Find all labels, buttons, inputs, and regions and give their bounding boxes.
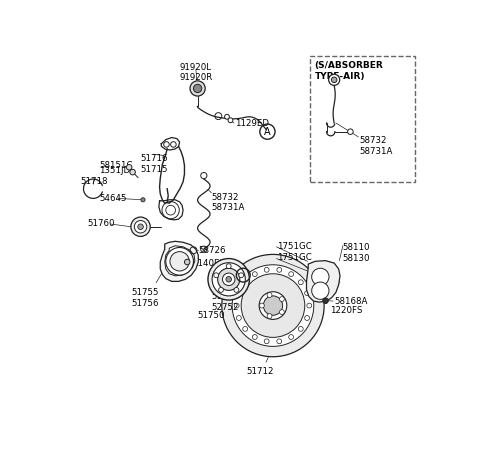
Circle shape [331,77,337,83]
Circle shape [299,280,303,285]
Circle shape [218,287,223,292]
Circle shape [243,280,248,285]
Circle shape [243,326,248,331]
Text: 58168A: 58168A [334,297,368,306]
Circle shape [264,339,269,344]
Circle shape [193,84,202,92]
Circle shape [252,272,257,277]
Circle shape [184,259,190,265]
Circle shape [252,335,257,339]
Circle shape [312,268,329,286]
Circle shape [232,265,314,346]
Text: 58732
58731A: 58732 58731A [211,193,245,212]
Text: 51752
52752: 51752 52752 [211,292,239,312]
Circle shape [267,314,272,318]
Circle shape [277,339,282,344]
Circle shape [323,298,328,304]
Text: 51716
51715: 51716 51715 [141,154,168,174]
Circle shape [141,198,145,202]
Text: 58726: 58726 [198,246,226,255]
Text: 58110
58130: 58110 58130 [343,243,370,263]
Text: 91920L
91920R: 91920L 91920R [179,62,213,82]
Circle shape [239,273,244,277]
Circle shape [307,303,312,308]
Circle shape [288,272,294,277]
Text: 58151C: 58151C [99,161,132,170]
Circle shape [288,335,294,339]
Circle shape [267,293,272,298]
Circle shape [264,296,283,315]
Circle shape [237,291,241,295]
Circle shape [279,310,284,314]
Text: 1129ED: 1129ED [235,119,269,128]
Text: 51755
51756: 51755 51756 [132,288,159,308]
Circle shape [234,287,239,292]
Circle shape [131,217,150,237]
Text: 51712: 51712 [246,367,274,376]
Circle shape [134,220,147,233]
Polygon shape [165,246,195,276]
Circle shape [222,255,324,357]
Circle shape [237,316,241,321]
Polygon shape [307,260,340,302]
Circle shape [223,273,235,286]
Circle shape [212,263,245,296]
Circle shape [217,268,240,291]
Polygon shape [160,241,198,282]
Circle shape [260,303,264,308]
Text: A: A [264,127,271,136]
Text: 54645: 54645 [99,194,127,203]
Circle shape [226,264,231,269]
Circle shape [214,273,218,277]
Circle shape [228,118,233,123]
Text: 58732
58731A: 58732 58731A [360,136,393,155]
Text: 1220FS: 1220FS [330,306,362,315]
Circle shape [166,247,193,275]
Text: 51750: 51750 [198,312,225,321]
Circle shape [305,291,310,295]
Circle shape [348,129,353,134]
Text: 51760: 51760 [87,220,114,229]
Text: 1751GC: 1751GC [277,242,312,251]
Circle shape [234,303,239,308]
Circle shape [277,268,282,272]
Text: (S/ABSORBER
TYPE-AIR): (S/ABSORBER TYPE-AIR) [314,62,383,81]
Circle shape [259,292,287,319]
Circle shape [190,81,205,96]
Circle shape [226,277,231,282]
Bar [310,56,415,182]
Circle shape [264,268,269,272]
Circle shape [305,316,310,321]
Circle shape [130,169,135,175]
Circle shape [299,326,303,331]
Text: A: A [240,270,247,280]
Text: 1751GC: 1751GC [277,253,312,262]
Circle shape [279,297,284,301]
Circle shape [138,224,144,229]
Circle shape [170,251,189,271]
Circle shape [208,259,250,300]
Circle shape [329,74,340,85]
Circle shape [126,164,132,170]
Circle shape [225,114,229,119]
Text: 1140EJ: 1140EJ [192,259,222,268]
Circle shape [312,282,329,299]
Text: 51718: 51718 [80,177,108,186]
Text: 1351JD: 1351JD [99,166,130,175]
Circle shape [241,274,305,337]
